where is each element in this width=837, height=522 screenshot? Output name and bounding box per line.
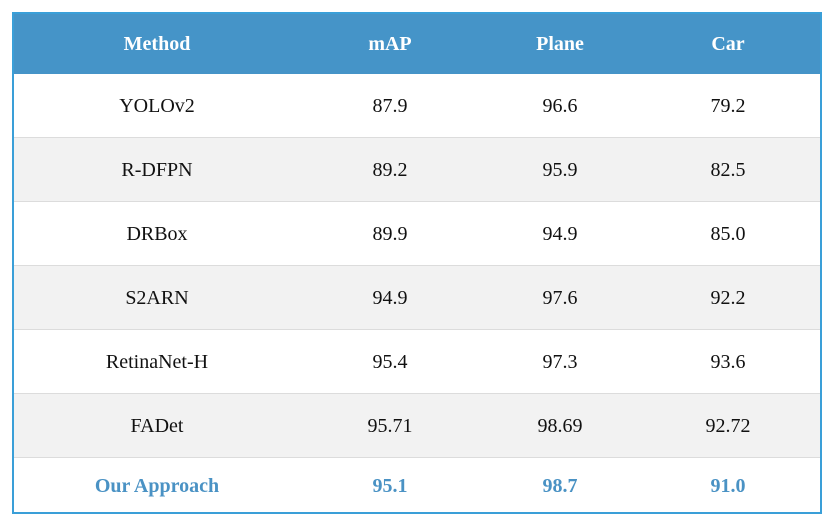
method-cell: R-DFPN [121,158,193,181]
results-table: Method mAP Plane Car YOLOv2 87.9 96.6 79… [12,12,822,514]
table-row: R-DFPN 89.2 95.9 82.5 [14,138,820,202]
car-cell: 92.2 [710,286,746,309]
table-row-highlight: Our Approach 95.1 98.7 91.0 [14,458,820,512]
header-map: mAP [368,33,412,55]
method-cell: FADet [130,414,184,437]
plane-cell: 97.3 [542,350,578,373]
method-cell: DRBox [126,222,188,245]
plane-cell: 97.6 [542,286,578,309]
car-cell: 82.5 [710,158,746,181]
car-cell: 85.0 [710,222,746,245]
map-cell: 89.2 [372,158,408,181]
header-car: Car [711,33,745,55]
map-cell: 89.9 [372,222,408,245]
method-cell: RetinaNet-H [105,350,209,373]
plane-cell: 95.9 [542,158,578,181]
method-cell: YOLOv2 [119,94,195,117]
plane-cell: 98.7 [542,475,578,497]
header-method: Method [123,33,191,55]
table-row: DRBox 89.9 94.9 85.0 [14,202,820,266]
map-cell: 94.9 [372,286,408,309]
car-cell: 93.6 [710,350,746,373]
car-cell: 79.2 [710,94,746,117]
table-header-row: Method mAP Plane Car [14,14,820,74]
plane-cell: 98.69 [537,414,583,437]
map-cell: 95.1 [372,475,408,497]
method-cell: S2ARN [125,286,189,309]
header-plane: Plane [536,33,584,55]
table-row: RetinaNet-H 95.4 97.3 93.6 [14,330,820,394]
plane-cell: 96.6 [542,94,578,117]
table-row: FADet 95.71 98.69 92.72 [14,394,820,458]
car-cell: 91.0 [710,475,746,497]
map-cell: 95.4 [372,350,408,373]
method-cell: Our Approach [94,475,220,497]
map-cell: 95.71 [367,414,413,437]
car-cell: 92.72 [705,414,751,437]
table-row: S2ARN 94.9 97.6 92.2 [14,266,820,330]
table-row: YOLOv2 87.9 96.6 79.2 [14,74,820,138]
map-cell: 87.9 [372,94,408,117]
plane-cell: 94.9 [542,222,578,245]
